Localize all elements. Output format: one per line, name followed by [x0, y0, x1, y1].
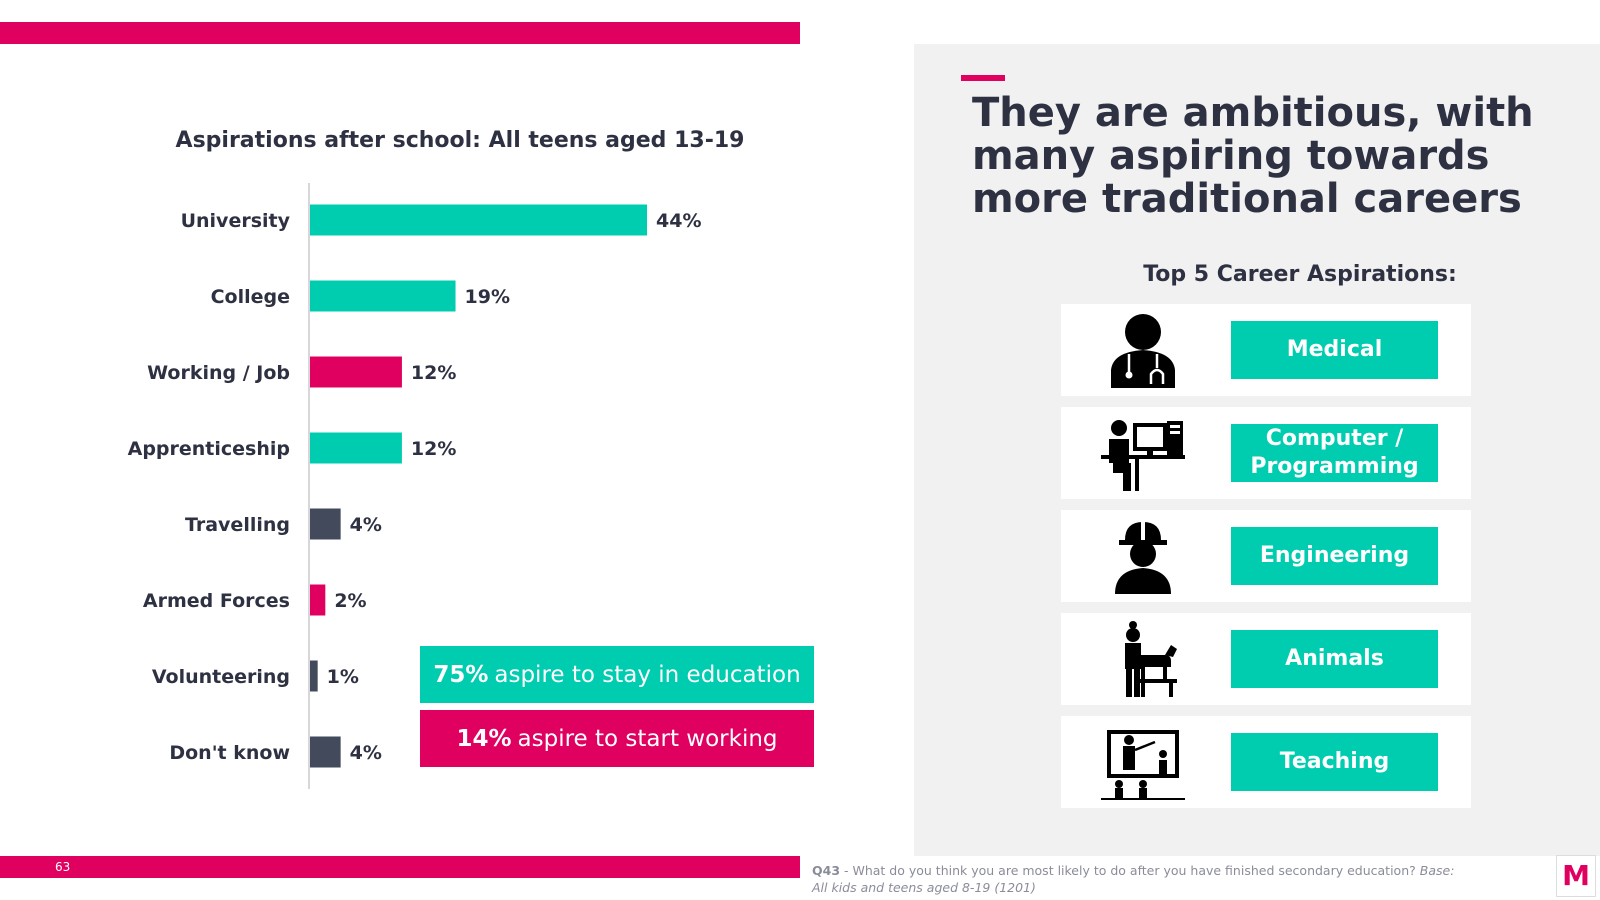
teacher-icon [1101, 730, 1185, 800]
top5-title: Top 5 Career Aspirations: [1143, 262, 1457, 287]
chart-title: Aspirations after school: All teens aged… [175, 128, 745, 153]
top-accent-bar [0, 22, 800, 44]
career-row-teaching: Teaching [1061, 716, 1471, 808]
vet-icon [1125, 621, 1177, 697]
bar [310, 584, 326, 616]
career-row-animals: Animals [1061, 613, 1471, 705]
value-label: 44% [656, 210, 701, 232]
bar [310, 736, 341, 768]
category-label: Armed Forces [143, 590, 290, 612]
callout-stay-in-education: 75% aspire to stay in education [420, 646, 814, 703]
callout-working-text: aspire to start working [517, 725, 778, 752]
value-label: 2% [334, 590, 366, 612]
bars-group: University 44% College 19% Working / Job 12% A… [128, 204, 702, 768]
brand-logo: M [1556, 855, 1596, 897]
footnote-question-id: Q43 [812, 863, 841, 878]
career-label-teaching: Teaching [1231, 733, 1438, 791]
career-label-medical: Medical [1231, 321, 1438, 379]
bar [310, 660, 318, 692]
page-number: 63 [55, 860, 71, 874]
career-label-computer-programming: Computer / Programming [1231, 424, 1438, 482]
footnote-question-text: - What do you think you are most likely … [840, 863, 1420, 878]
footnote-base: Base: All kids and teens aged 8-19 (1201… [812, 863, 1455, 895]
category-label: Apprenticeship [128, 438, 290, 460]
bar [310, 432, 402, 464]
category-label: University [181, 210, 291, 232]
career-label-animals: Animals [1231, 630, 1438, 688]
bottom-accent-bar [0, 856, 800, 878]
footnote: Q43 - What do you think you are most lik… [812, 862, 1472, 896]
callout-education-value: 75% [433, 661, 489, 688]
bar [310, 204, 648, 236]
category-label: Volunteering [152, 666, 290, 688]
category-label: College [211, 286, 290, 308]
headline-accent-line [961, 75, 1005, 81]
career-row-computer-programming: Computer / Programming [1061, 407, 1471, 499]
value-label: 4% [350, 742, 382, 764]
computer-user-icon [1101, 420, 1185, 491]
bar [310, 508, 341, 540]
engineer-icon [1115, 520, 1171, 594]
value-label: 4% [350, 514, 382, 536]
aspirations-bar-chart: University 44% College 19% Working / Job 12% A… [128, 183, 702, 789]
callout-working-value: 14% [456, 725, 512, 752]
value-label: 1% [327, 666, 359, 688]
bar [310, 356, 402, 388]
career-label-engineering: Engineering [1231, 527, 1438, 585]
value-label: 12% [411, 438, 456, 460]
callout-start-working: 14% aspire to start working [420, 710, 814, 767]
slide-headline: They are ambitious, with many aspiring t… [972, 90, 1534, 222]
value-label: 19% [465, 286, 510, 308]
category-label: Don't know [169, 742, 290, 764]
value-label: 12% [411, 362, 456, 384]
bar [310, 280, 456, 312]
category-label: Working / Job [147, 362, 290, 384]
callout-education-text: aspire to stay in education [494, 661, 801, 688]
career-row-engineering: Engineering [1061, 510, 1471, 602]
career-row-medical: Medical [1061, 304, 1471, 396]
doctor-icon [1111, 314, 1175, 388]
category-label: Travelling [185, 514, 290, 536]
